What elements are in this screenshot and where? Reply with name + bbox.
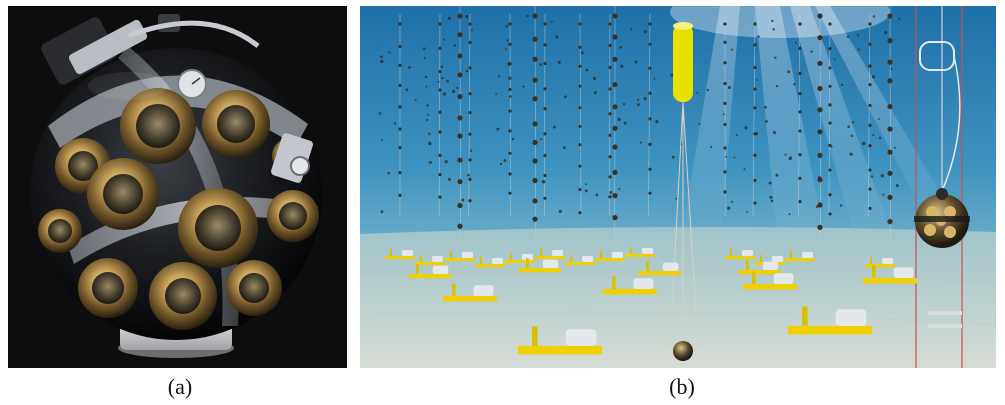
caption-b: (b) — [669, 374, 695, 399]
optical-module-illustration — [30, 14, 322, 358]
connector-housing — [41, 14, 260, 85]
detector-array-illustration — [360, 6, 996, 368]
harness-band — [68, 197, 318, 264]
foreground-string — [914, 6, 970, 368]
yellow-buoy — [669, 22, 699, 361]
detection-strings — [378, 6, 901, 242]
panel-b-rendering — [360, 6, 996, 368]
seabed-base-units — [385, 247, 917, 355]
pmt-array — [38, 88, 319, 330]
caption-a: (a) — [167, 374, 193, 399]
panel-a-photo — [8, 6, 347, 368]
light-rays — [680, 6, 960, 266]
